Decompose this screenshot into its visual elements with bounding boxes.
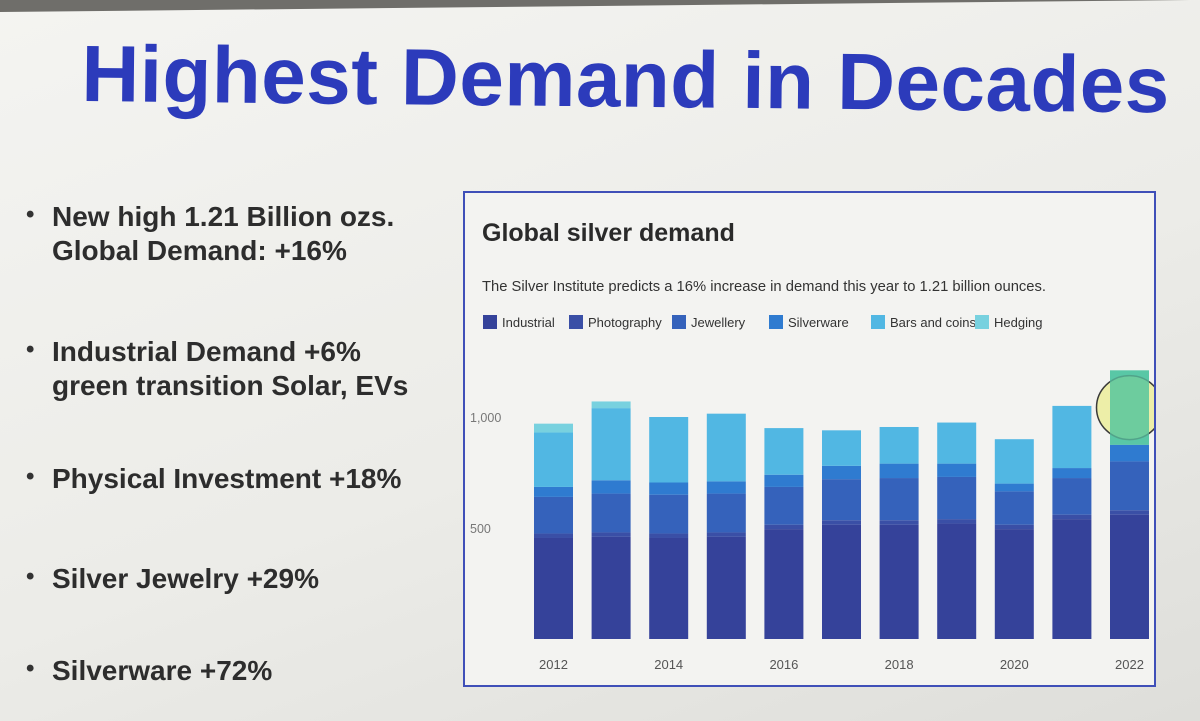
bar-industrial-2021: [1052, 519, 1092, 639]
slide-title: Highest Demand in Decades: [81, 28, 1171, 130]
bar-bars-and-coins-2015: [706, 413, 746, 482]
bar-bars-and-coins-2014: [649, 417, 689, 483]
bar-industrial-2022: [1110, 514, 1149, 639]
x-tick-label-2018: 2018: [885, 657, 914, 672]
legend-label-hedging: Hedging: [994, 315, 1042, 330]
bullet-dot: •: [26, 336, 35, 363]
bar-bars-and-coins-2021: [1052, 405, 1092, 469]
chart-svg: Global silver demand The Silver Institute…: [470, 219, 1154, 672]
bar-photography-2015: [706, 532, 746, 537]
bar-jewellery-2013: [591, 493, 631, 533]
bullet-text-line1: Silver Jewelry +29%: [52, 563, 319, 594]
legend-label-photography: Photography: [588, 315, 662, 330]
legend-swatch-industrial: [483, 315, 497, 329]
bar-bars-and-coins-2013: [591, 408, 631, 481]
bar-highlight-overlay-2022: [1110, 370, 1149, 445]
y-tick-label-500: 500: [470, 522, 491, 536]
legend-label-bars-and-coins: Bars and coins: [890, 315, 976, 330]
bar-silverware-2019: [937, 463, 977, 477]
bar-jewellery-2016: [764, 486, 804, 525]
bar-silverware-2012: [534, 486, 573, 497]
bar-photography-2021: [1052, 514, 1092, 520]
chart-subtitle: The Silver Institute predicts a 16% incr…: [482, 279, 1046, 295]
bar-photography-2019: [937, 519, 977, 524]
bar-silverware-2016: [764, 474, 804, 487]
x-tick-label-2012: 2012: [539, 657, 568, 672]
bar-jewellery-2019: [937, 476, 977, 520]
legend-swatch-photography: [569, 315, 583, 329]
bar-photography-2013: [591, 532, 631, 537]
bullet-text-line2: green transition Solar, EVs: [52, 370, 409, 401]
y-tick-label-1000: 1,000: [470, 411, 501, 425]
bar-industrial-2016: [764, 529, 804, 639]
bar-industrial-2017: [822, 524, 861, 639]
bar-photography-2022: [1110, 510, 1149, 515]
bar-photography-2014: [649, 533, 689, 538]
chart-title: Global silver demand: [482, 219, 735, 247]
bar-jewellery-2015: [706, 493, 746, 533]
bullet-dot: •: [26, 655, 35, 682]
bar-photography-2016: [764, 524, 804, 530]
bar-jewellery-2018: [879, 478, 919, 521]
bar-jewellery-2020: [994, 491, 1034, 525]
x-tick-label-2016: 2016: [769, 657, 798, 672]
bar-jewellery-2017: [822, 479, 861, 521]
bar-bars-and-coins-2012: [534, 432, 573, 487]
bar-silverware-2014: [649, 482, 689, 495]
bar-silverware-2015: [706, 481, 746, 494]
bar-silverware-2017: [822, 465, 861, 480]
bar-silverware-2021: [1052, 468, 1092, 479]
bar-silverware-2020: [994, 483, 1034, 492]
bar-jewellery-2012: [534, 496, 573, 534]
bar-silverware-2018: [879, 463, 919, 479]
bullet-dot: •: [26, 563, 35, 590]
bar-jewellery-2022: [1110, 461, 1149, 511]
bar-bars-and-coins-2020: [994, 439, 1034, 484]
bar-industrial-2019: [937, 523, 977, 639]
x-tick-label-2014: 2014: [654, 657, 683, 672]
bar-bars-and-coins-2018: [879, 426, 919, 464]
bar-industrial-2020: [994, 529, 1034, 639]
legend-label-industrial: Industrial: [502, 315, 555, 330]
bar-jewellery-2021: [1052, 478, 1092, 515]
bullet-dot: •: [26, 463, 35, 490]
bar-industrial-2013: [591, 536, 631, 639]
legend-swatch-silverware: [769, 315, 783, 329]
legend-swatch-bars-and-coins: [871, 315, 885, 329]
bullet-dot: •: [26, 201, 35, 228]
bar-silverware-2022: [1110, 444, 1149, 462]
bullet-text-line1: New high 1.21 Billion ozs.: [52, 201, 395, 232]
legend-label-silverware: Silverware: [788, 315, 849, 330]
bar-bars-and-coins-2019: [937, 422, 977, 464]
bar-photography-2020: [994, 524, 1034, 530]
bar-industrial-2015: [706, 536, 746, 639]
bar-bars-and-coins-2016: [764, 428, 804, 475]
chart-panel: Global silver demand The Silver Institute…: [463, 191, 1156, 687]
legend-swatch-hedging: [975, 315, 989, 329]
bar-photography-2018: [879, 520, 919, 525]
legend-swatch-jewellery: [672, 315, 686, 329]
bar-silverware-2013: [591, 480, 631, 494]
legend-label-jewellery: Jewellery: [691, 315, 746, 330]
bullet-text-line1: Industrial Demand +6%: [52, 336, 361, 367]
bullet-text-line1: Physical Investment +18%: [52, 463, 402, 494]
bar-photography-2017: [822, 520, 861, 525]
bar-hedging-2012: [534, 423, 573, 433]
bar-bars-and-coins-2017: [822, 430, 861, 466]
bar-photography-2012: [534, 533, 573, 538]
bullet-text-line1: Silverware +72%: [52, 655, 273, 686]
bar-industrial-2018: [879, 524, 919, 639]
x-tick-label-2020: 2020: [1000, 657, 1029, 672]
bullet-text-line2: Global Demand: +16%: [52, 235, 347, 266]
bar-industrial-2014: [649, 537, 689, 639]
bar-industrial-2012: [534, 537, 573, 639]
x-tick-label-2022: 2022: [1115, 657, 1144, 672]
bar-hedging-2013: [591, 401, 631, 409]
bar-jewellery-2014: [649, 494, 689, 534]
